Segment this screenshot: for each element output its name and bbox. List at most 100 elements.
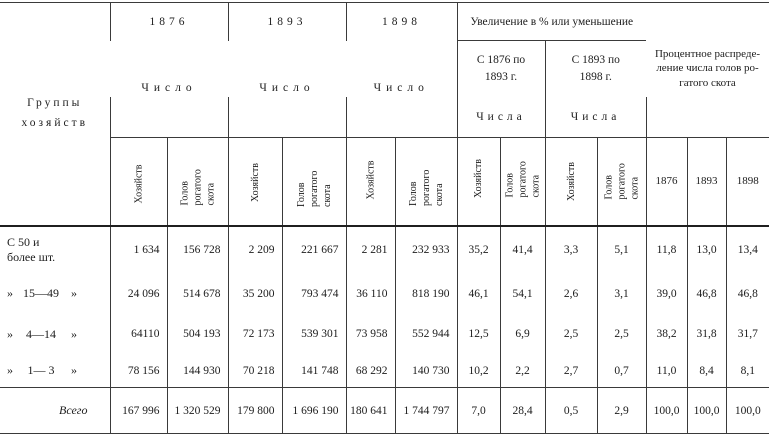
- data-cell: 38,2: [645, 313, 688, 355]
- total-cell: 100,0: [686, 387, 727, 434]
- data-cell: 73 958: [345, 313, 395, 355]
- row-label: С 50 и более шт.: [7, 235, 56, 264]
- period1-line2: 1893 г.: [484, 70, 518, 83]
- year-header-1898: 1898: [345, 2, 457, 41]
- number-label-1893: Число: [259, 81, 315, 94]
- year-header-1876: 1876: [109, 2, 228, 41]
- numbers-label-period2: Числа: [544, 96, 647, 138]
- period1-line1: С 1876 по: [476, 54, 526, 67]
- data-cell: 504 193: [166, 313, 228, 355]
- data-cell: 46,8: [725, 273, 769, 314]
- period2-line1: С 1893 по: [571, 54, 620, 67]
- data-cell: 6,9: [499, 313, 545, 355]
- data-cell: 140 730: [394, 354, 457, 388]
- households-subheader: Хозяйств: [109, 137, 167, 227]
- data-cell: 12,5: [456, 313, 500, 355]
- data-cell: 2,5: [544, 313, 597, 355]
- number-label-1898: Число: [373, 81, 429, 94]
- row-label: » 15—49 »: [7, 286, 77, 300]
- data-cell: 41,4: [499, 225, 545, 274]
- total-cell: 179 800: [227, 387, 282, 434]
- data-cell: 8,1: [725, 354, 769, 388]
- pct-year-header-1876: 1876: [645, 137, 688, 227]
- data-cell: 70 218: [227, 354, 282, 388]
- cattle-subheader: Голов рогатого скота: [499, 137, 545, 227]
- total-cell: 7,0: [456, 387, 500, 434]
- total-cell: 0,5: [544, 387, 597, 434]
- period2-line2: 1898 г.: [579, 70, 612, 83]
- pct-line1: Процентное распреде-: [654, 48, 761, 61]
- spacer-cell: [109, 96, 228, 138]
- pct-line2: ление числа голов ро-: [656, 62, 759, 75]
- total-cell: 100,0: [645, 387, 688, 434]
- data-cell: 31,8: [686, 313, 727, 355]
- data-cell: 8,4: [686, 354, 727, 388]
- period2-header-cell: С 1893 по 1898 г.: [544, 40, 647, 97]
- data-cell: 36 110: [345, 273, 395, 314]
- data-cell: 2,2: [499, 354, 545, 388]
- table-row: » 1— 3 » 78 156 144 930 70 218 141 748 6…: [0, 354, 769, 388]
- data-cell: 2,7: [544, 354, 597, 388]
- total-cell: 1 320 529: [166, 387, 228, 434]
- spacer-cell: [227, 96, 346, 138]
- data-cell: 31,7: [725, 313, 769, 355]
- data-cell: 39,0: [645, 273, 688, 314]
- row-label: » 1— 3 »: [7, 363, 77, 378]
- data-cell: 11,0: [645, 354, 688, 388]
- data-cell: 514 678: [166, 273, 228, 314]
- total-cell: 2,9: [596, 387, 647, 434]
- total-label: Всего: [0, 387, 110, 434]
- numbers-label-period1: Числа: [456, 96, 545, 138]
- data-cell: 2,6: [544, 273, 597, 314]
- households-subheader: Хозяйств: [227, 137, 282, 227]
- spacer-cell: [645, 96, 769, 138]
- data-cell: 3,1: [596, 273, 647, 314]
- cattle-subheader: Голов рогатого скота: [166, 137, 228, 227]
- group-header-cell: Группы хозяйств: [0, 2, 110, 227]
- data-cell: 11,8: [645, 225, 688, 274]
- data-cell: 10,2: [456, 354, 500, 388]
- data-cell: 221 667: [281, 225, 346, 274]
- total-cell: 28,4: [499, 387, 545, 434]
- data-cell: 552 944: [394, 313, 457, 355]
- year-header-1893: 1893: [227, 2, 346, 41]
- data-cell: 64110: [109, 313, 167, 355]
- data-cell: 54,1: [499, 273, 545, 314]
- data-cell: 35 200: [227, 273, 282, 314]
- pct-year-header-1898: 1898: [725, 137, 769, 227]
- row-label: » 4—14 »: [7, 326, 77, 341]
- increase-header-cell: Увеличение в % или уменьшение: [456, 2, 647, 41]
- data-cell: 13,4: [725, 225, 769, 274]
- number-label-1876: Число: [141, 81, 197, 94]
- households-subheader: Хозяйств: [345, 137, 395, 227]
- data-cell: 3,3: [544, 225, 597, 274]
- data-cell: 35,2: [456, 225, 500, 274]
- period1-header-cell: С 1876 по 1893 г.: [456, 40, 545, 97]
- total-cell: 100,0: [725, 387, 769, 434]
- total-row: Всего 167 996 1 320 529 179 800 1 696 19…: [0, 387, 769, 434]
- percent-distribution-header-cell: Процентное распреде- ление числа голов р…: [646, 41, 769, 97]
- data-cell: 78 156: [109, 354, 167, 388]
- cattle-subheader: Голов рогатого скота: [281, 137, 346, 227]
- total-cell: 167 996: [109, 387, 167, 434]
- total-cell: 180 641: [345, 387, 395, 434]
- data-cell: 24 096: [109, 273, 167, 314]
- data-cell: 46,8: [686, 273, 727, 314]
- data-cell: 539 301: [281, 313, 346, 355]
- data-cell: 144 930: [166, 354, 228, 388]
- data-cell: 2,5: [596, 313, 647, 355]
- data-cell: 13,0: [686, 225, 727, 274]
- data-cell: 0,7: [596, 354, 647, 388]
- cattle-subheader: Голов рогатого скота: [596, 137, 647, 227]
- table-row: С 50 и более шт. 1 634 156 728 2 209 221…: [0, 225, 769, 274]
- data-cell: 232 933: [394, 225, 457, 274]
- households-subheader: Хозяйств: [456, 137, 500, 227]
- group-header-line1: Группы: [27, 97, 83, 110]
- pct-year-header-1893: 1893: [686, 137, 727, 227]
- data-cell: 68 292: [345, 354, 395, 388]
- table-row: » 4—14 » 64110 504 193 72 173 539 301 73…: [0, 313, 769, 355]
- data-cell: 2 209: [227, 225, 282, 274]
- pct-line3: гатого скота: [679, 76, 736, 89]
